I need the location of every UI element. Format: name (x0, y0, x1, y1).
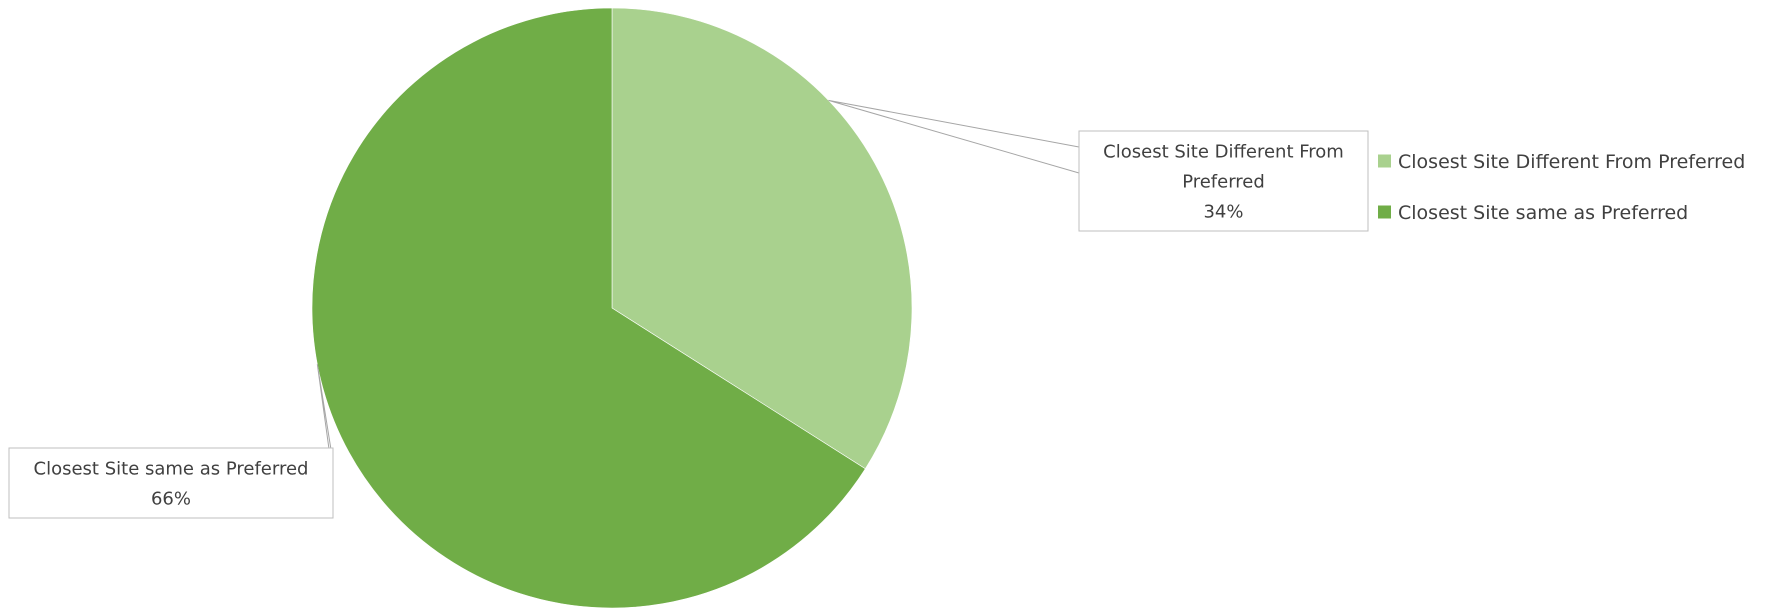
data-label-closest-site-different-from-preferred: Closest Site Different From Preferred 34% (1078, 130, 1369, 232)
data-label-category: Closest Site same as Preferred (34, 459, 309, 480)
legend-swatch (1378, 205, 1391, 219)
leader-line-closest-site-same-as-preferred (316, 364, 334, 479)
leader-line-closest-site-different-from-preferred (828, 99, 1080, 174)
data-label-category: Preferred (1182, 172, 1265, 193)
legend-label: Closest Site same as Preferred (1398, 202, 1688, 224)
pie-slice-closest-site-same-as-preferred (311, 7, 866, 609)
pie-slices (311, 7, 913, 609)
legend-item-closest-site-same-as-preferred: Closest Site same as Preferred (1378, 202, 1688, 224)
data-label-value: 34% (1203, 202, 1243, 223)
pie-slice-closest-site-different-from-preferred (611, 7, 913, 470)
data-label-closest-site-same-as-preferred: Closest Site same as Preferred 66% (8, 447, 334, 519)
data-label-value: 66% (151, 489, 191, 510)
leader-lines (316, 99, 1080, 479)
data-label-box (8, 447, 334, 519)
data-label-box (1078, 130, 1369, 232)
data-labels: Closest Site Different FromPreferred34%C… (8, 130, 1369, 519)
legend-label: Closest Site Different From Preferred (1398, 151, 1745, 173)
legend: Closest Site Different From Preferred Clo… (1378, 151, 1745, 224)
legend-item-closest-site-different-from-preferred: Closest Site Different From Preferred (1378, 151, 1745, 173)
legend-swatch (1378, 154, 1391, 168)
data-label-category: Closest Site Different From (1103, 142, 1344, 163)
